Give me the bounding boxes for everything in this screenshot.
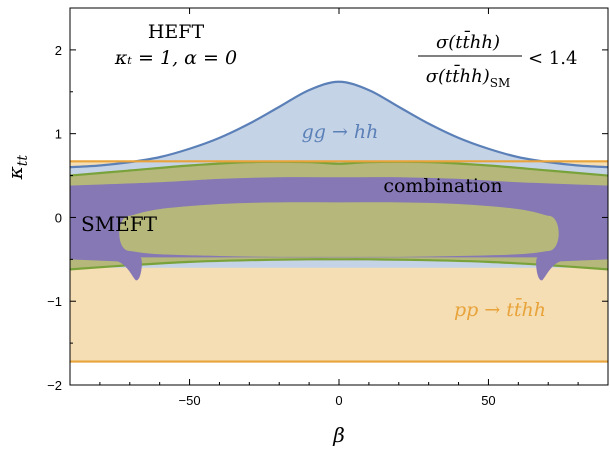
y-tick-label: 2 [55, 43, 62, 58]
region-label-gg-hh: gg → hh [302, 121, 379, 143]
constraint-bound: < 1.4 [528, 48, 577, 69]
x-tick-label: −50 [179, 393, 201, 408]
y-tick-label: 0 [55, 210, 62, 225]
cross-section-constraint: σ(tt̄hh) σ(tt̄hh)SM < 1.4 [418, 29, 577, 90]
constraint-denominator: σ(tt̄hh)SM [426, 63, 511, 90]
y-tick-label: −1 [47, 294, 62, 309]
svg-text:κtt: κtt [3, 155, 31, 181]
y-tick-label: −2 [47, 378, 62, 393]
gg-hh-boundary [70, 80, 608, 169]
combination-lower-edge [70, 258, 608, 271]
axis-ticks: −2 −1 0 1 2 −50 0 50 [47, 7, 608, 408]
region-labels: gg → hh combination SMEFT pp → tt̄hh [81, 121, 546, 321]
x-tick-label: 50 [481, 393, 495, 408]
region-label-pp-tt-hh: pp → tt̄hh [454, 297, 546, 321]
x-tick-label: 0 [335, 393, 342, 408]
y-tick-label: 1 [55, 127, 62, 142]
combination-upper-edge [70, 160, 608, 177]
region-smeft [70, 177, 608, 281]
y-axis-label: κtt [3, 155, 31, 181]
x-axis-label: β [332, 423, 345, 447]
region-label-smeft: SMEFT [81, 212, 158, 236]
region-label-combination: combination [383, 175, 502, 197]
heft-params: κₜ = 1, α = 0 [114, 47, 237, 69]
plot-regions [70, 80, 608, 363]
heft-title: HEFT [148, 21, 205, 43]
constraint-numerator: σ(tt̄hh) [436, 29, 500, 53]
